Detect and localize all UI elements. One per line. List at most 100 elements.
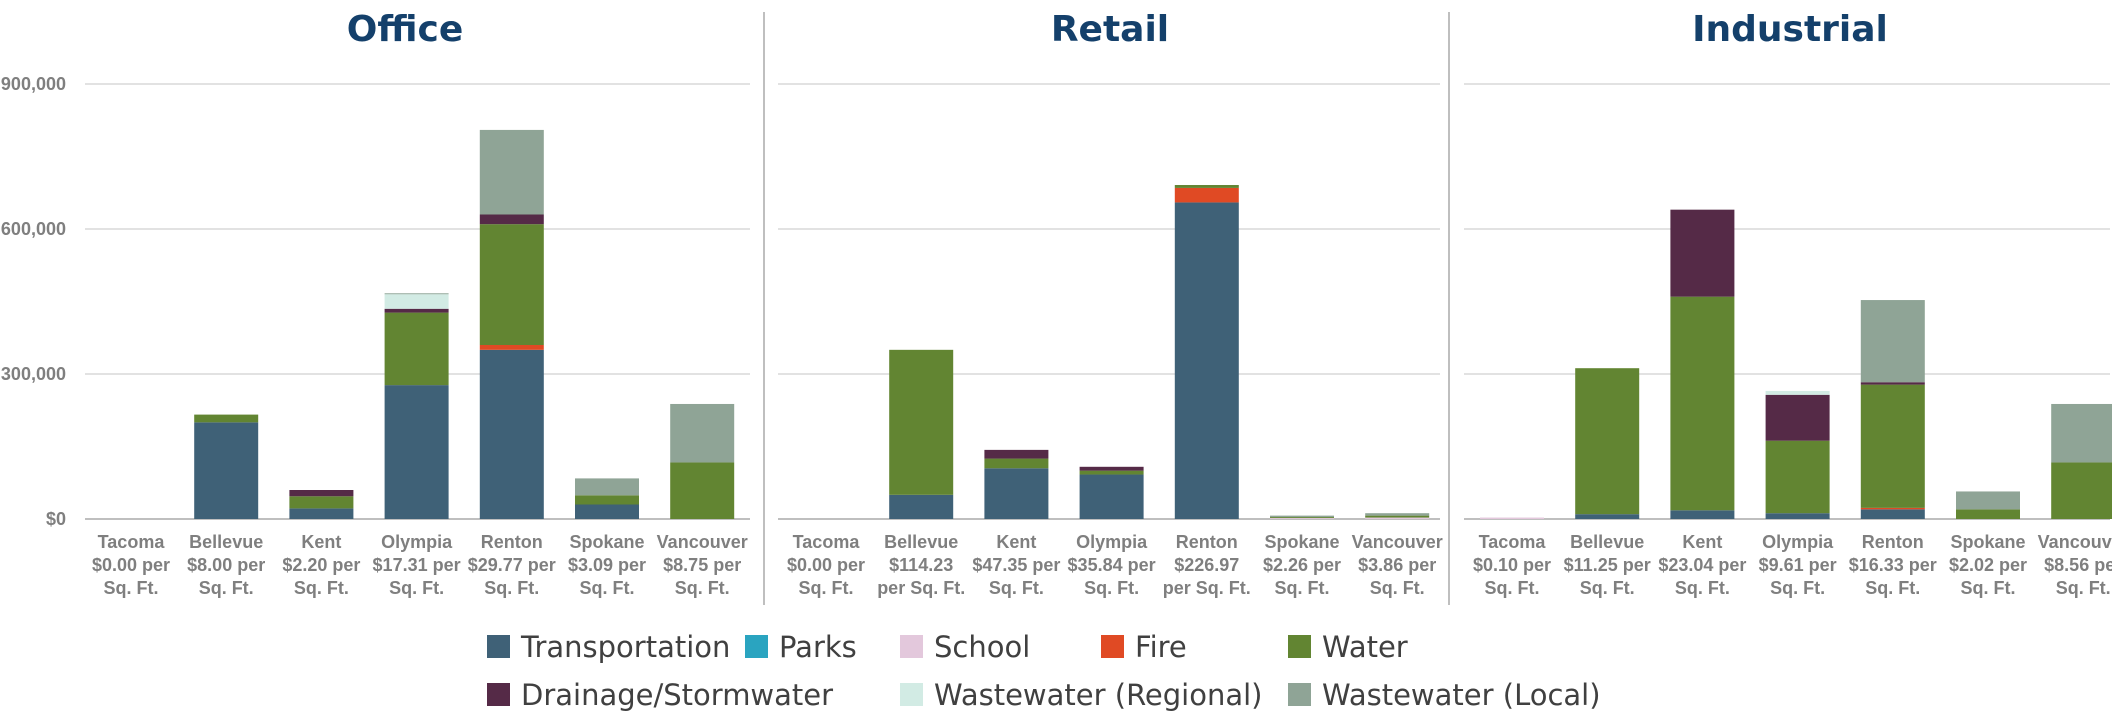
industrial-x-tick-label: Tacoma — [1479, 532, 1547, 552]
office-x-tick-label: $2.20 per — [282, 555, 360, 575]
retail-bar-kent-transportation — [984, 468, 1049, 519]
legend-label-school: School — [934, 630, 1030, 664]
retail-x-tick-label: $226.97 — [1174, 555, 1239, 575]
retail-x-tick-label: Kent — [996, 532, 1036, 552]
industrial-bar-spokane-wastewater-local — [1956, 491, 2020, 510]
industrial-x-tick-label: Bellevue — [1570, 532, 1644, 552]
y-tick-label: 600,000 — [1, 219, 66, 239]
industrial-bar-vancouver-water — [2051, 462, 2112, 519]
retail-x-tick-label: Olympia — [1076, 532, 1148, 552]
industrial-bar-bellevue-transportation — [1575, 514, 1640, 519]
legend-swatch-parks — [745, 635, 768, 658]
office-x-tick-label: Sq. Ft. — [389, 578, 444, 598]
office-x-tick-label: Tacoma — [98, 532, 166, 552]
industrial-bar-kent-transportation — [1670, 510, 1735, 519]
legend-label-water: Water — [1322, 630, 1408, 664]
office-bar-vancouver-wastewater-local — [670, 403, 735, 463]
retail-bar-vancouver-wastewater-local — [1365, 513, 1430, 516]
retail-bar-spokane-wastewater-local — [1270, 515, 1334, 518]
industrial-x-tick-label: Sq. Ft. — [1580, 578, 1635, 598]
office-x-tick-label: $29.77 per — [468, 555, 556, 575]
legend-label-drainage-stormwater: Drainage/Stormwater — [521, 678, 833, 712]
retail-panel-title: Retail — [1051, 9, 1169, 50]
retail-x-tick-label: Tacoma — [793, 532, 861, 552]
legend-swatch-fire — [1101, 635, 1124, 658]
legend-swatch-drainage-stormwater — [487, 683, 510, 706]
office-x-tick-label: $17.31 per — [373, 555, 461, 575]
industrial-x-tick-label: Sq. Ft. — [1770, 578, 1825, 598]
retail-bar-olympia-water — [1079, 470, 1144, 475]
retail-x-tick-label: $35.84 per — [1068, 555, 1156, 575]
office-x-tick-label: Spokane — [569, 532, 644, 552]
industrial-x-tick-label: Sq. Ft. — [1961, 578, 2016, 598]
industrial-x-tick-label: Sq. Ft. — [2056, 578, 2111, 598]
retail-bar-vancouver-school — [1365, 517, 1430, 519]
legend-swatch-wastewater-regional — [900, 683, 923, 706]
legend-swatch-transportation — [487, 635, 510, 658]
office-x-tick-label: Sq. Ft. — [104, 578, 159, 598]
office-x-tick-label: Sq. Ft. — [484, 578, 539, 598]
legend-label-wastewater-regional: Wastewater (Regional) — [934, 678, 1263, 712]
industrial-x-tick-label: $23.04 per — [1658, 555, 1746, 575]
office-panel-title: Office — [347, 9, 464, 50]
industrial-bar-kent-drainage-stormwater — [1670, 209, 1735, 297]
retail-bar-kent-water — [984, 458, 1049, 469]
retail-bar-kent-drainage-stormwater — [984, 449, 1049, 459]
bar-layer — [194, 129, 2112, 519]
y-tick-label: $0 — [46, 509, 66, 529]
office-bar-bellevue-transportation — [194, 422, 259, 519]
retail-bar-bellevue-transportation — [889, 494, 954, 519]
industrial-x-tick-label: Renton — [1862, 532, 1924, 552]
office-bar-renton-fire — [479, 345, 544, 350]
retail-x-tick-label: Sq. Ft. — [1275, 578, 1330, 598]
retail-bar-spokane-school — [1270, 518, 1334, 519]
industrial-x-tick-label: Sq. Ft. — [1865, 578, 1920, 598]
office-bar-spokane-transportation — [575, 504, 639, 519]
office-x-tick-label: Kent — [301, 532, 341, 552]
retail-bar-vancouver-water — [1365, 515, 1430, 518]
industrial-bar-kent-water — [1670, 296, 1735, 511]
industrial-x-tick-label: Sq. Ft. — [1485, 578, 1540, 598]
office-x-tick-label: Sq. Ft. — [199, 578, 254, 598]
retail-bar-olympia-transportation — [1079, 474, 1144, 519]
industrial-bar-olympia-water — [1765, 440, 1830, 514]
office-x-tick-label: Sq. Ft. — [294, 578, 349, 598]
office-bar-olympia-drainage-stormwater — [384, 308, 449, 313]
legend-label-parks: Parks — [779, 630, 857, 664]
retail-x-tick-label: Bellevue — [884, 532, 958, 552]
industrial-x-tick-label: Sq. Ft. — [1675, 578, 1730, 598]
industrial-x-tick-label: Olympia — [1762, 532, 1834, 552]
y-tick-label: 300,000 — [1, 364, 66, 384]
office-bar-renton-drainage-stormwater — [479, 214, 544, 225]
industrial-x-tick-label: Spokane — [1950, 532, 2025, 552]
office-bar-vancouver-water — [670, 462, 735, 519]
industrial-bar-bellevue-water — [1575, 368, 1640, 515]
office-x-tick-label: Bellevue — [189, 532, 263, 552]
office-bar-spokane-wastewater-local — [575, 478, 639, 496]
legend-label-transportation: Transportation — [520, 630, 730, 664]
industrial-bar-renton-transportation — [1860, 509, 1925, 519]
office-x-tick-label: $3.09 per — [568, 555, 646, 575]
office-x-tick-label: Olympia — [381, 532, 453, 552]
retail-x-tick-label: $0.00 per — [787, 555, 865, 575]
industrial-bar-vancouver-wastewater-local — [2051, 403, 2112, 463]
retail-bar-renton-fire — [1174, 187, 1239, 203]
industrial-bar-tacoma-school — [1480, 517, 1544, 519]
office-bar-olympia-wastewater-regional — [384, 294, 449, 309]
legend-label-wastewater-local: Wastewater (Local) — [1322, 678, 1601, 712]
industrial-x-tick-label: $8.56 per — [2044, 555, 2112, 575]
industrial-bar-renton-water — [1860, 384, 1925, 508]
office-x-tick-label: Renton — [481, 532, 543, 552]
legend-swatch-school — [900, 635, 923, 658]
retail-x-tick-label: Sq. Ft. — [1370, 578, 1425, 598]
office-bar-bellevue-water — [194, 414, 259, 423]
retail-bar-renton-transportation — [1174, 202, 1239, 519]
office-x-tick-label: Sq. Ft. — [675, 578, 730, 598]
retail-x-tick-label: Vancouver — [1352, 532, 1443, 552]
legend-label-fire: Fire — [1135, 630, 1187, 664]
retail-x-tick-label: $3.86 per — [1358, 555, 1436, 575]
retail-bar-renton-water — [1174, 185, 1239, 188]
office-x-tick-label: $8.75 per — [663, 555, 741, 575]
retail-x-tick-label: Spokane — [1264, 532, 1339, 552]
office-bar-olympia-transportation — [384, 385, 449, 519]
